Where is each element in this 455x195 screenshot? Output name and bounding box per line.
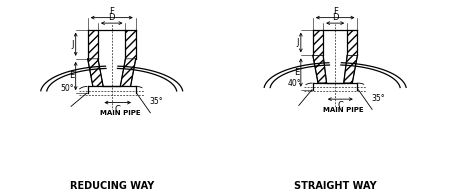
Text: STRAIGHT WAY: STRAIGHT WAY <box>293 181 376 191</box>
Text: 50°: 50° <box>61 84 74 93</box>
Text: J: J <box>296 38 298 47</box>
Polygon shape <box>312 30 323 55</box>
Text: 40°: 40° <box>287 79 300 88</box>
Text: D: D <box>331 13 338 22</box>
Polygon shape <box>346 30 357 55</box>
Text: 35°: 35° <box>370 94 384 103</box>
Polygon shape <box>343 55 357 83</box>
Polygon shape <box>87 30 98 59</box>
Text: E: E <box>69 72 74 81</box>
Text: F: F <box>332 7 337 16</box>
Text: J: J <box>71 40 74 49</box>
Text: E: E <box>293 68 298 77</box>
Polygon shape <box>120 59 136 86</box>
Text: 35°: 35° <box>149 97 163 106</box>
Text: C: C <box>337 101 343 110</box>
Text: C: C <box>115 105 121 114</box>
Text: D: D <box>108 13 115 22</box>
Polygon shape <box>87 59 103 86</box>
Text: MAIN PIPE: MAIN PIPE <box>323 107 363 113</box>
Text: F: F <box>109 7 114 16</box>
Text: REDUCING WAY: REDUCING WAY <box>70 181 153 191</box>
Text: MAIN PIPE: MAIN PIPE <box>100 110 140 116</box>
Polygon shape <box>125 30 136 59</box>
Polygon shape <box>312 55 326 83</box>
